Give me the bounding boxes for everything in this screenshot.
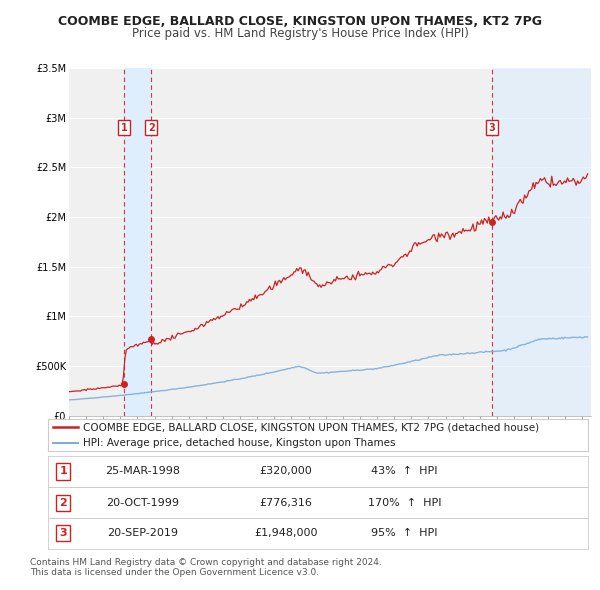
Text: 2: 2 (59, 498, 67, 507)
Text: 3: 3 (489, 123, 496, 133)
Bar (492, 68, 591, 416)
Text: Contains HM Land Registry data © Crown copyright and database right 2024.: Contains HM Land Registry data © Crown c… (30, 558, 382, 566)
Text: 170%  ↑  HPI: 170% ↑ HPI (368, 498, 441, 507)
Text: COOMBE EDGE, BALLARD CLOSE, KINGSTON UPON THAMES, KT2 7PG (detached house): COOMBE EDGE, BALLARD CLOSE, KINGSTON UPO… (83, 422, 539, 432)
Text: 1: 1 (121, 123, 128, 133)
Text: £1,948,000: £1,948,000 (254, 529, 317, 538)
Text: £320,000: £320,000 (259, 467, 312, 476)
Text: 3: 3 (59, 529, 67, 538)
Text: Price paid vs. HM Land Registry's House Price Index (HPI): Price paid vs. HM Land Registry's House … (131, 27, 469, 40)
Text: HPI: Average price, detached house, Kingston upon Thames: HPI: Average price, detached house, King… (83, 438, 395, 448)
Text: 20-OCT-1999: 20-OCT-1999 (106, 498, 179, 507)
Text: 1: 1 (59, 467, 67, 476)
Text: COOMBE EDGE, BALLARD CLOSE, KINGSTON UPON THAMES, KT2 7PG: COOMBE EDGE, BALLARD CLOSE, KINGSTON UPO… (58, 15, 542, 28)
Text: 25-MAR-1998: 25-MAR-1998 (105, 467, 180, 476)
Text: 2: 2 (148, 123, 155, 133)
Text: £776,316: £776,316 (259, 498, 312, 507)
Text: 95%  ↑  HPI: 95% ↑ HPI (371, 529, 437, 538)
Text: This data is licensed under the Open Government Licence v3.0.: This data is licensed under the Open Gov… (30, 568, 319, 576)
Text: 43%  ↑  HPI: 43% ↑ HPI (371, 467, 437, 476)
Bar (124, 68, 151, 416)
Text: 20-SEP-2019: 20-SEP-2019 (107, 529, 178, 538)
